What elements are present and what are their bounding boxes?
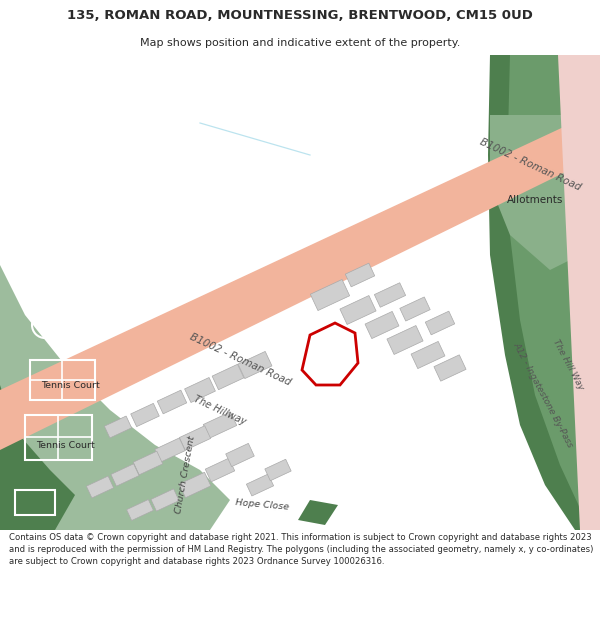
Text: Contains OS data © Crown copyright and database right 2021. This information is : Contains OS data © Crown copyright and d… [9, 533, 593, 566]
Polygon shape [155, 438, 185, 462]
Polygon shape [425, 311, 455, 335]
Text: B1002 - Roman Road: B1002 - Roman Road [188, 332, 292, 388]
Polygon shape [179, 472, 211, 498]
Polygon shape [0, 110, 600, 450]
Polygon shape [558, 55, 600, 530]
Text: The Hillway: The Hillway [192, 394, 248, 426]
Polygon shape [0, 355, 75, 530]
Polygon shape [508, 55, 600, 530]
Polygon shape [411, 341, 445, 369]
Polygon shape [238, 351, 272, 379]
Polygon shape [226, 443, 254, 467]
Text: B1002 - Roman Road: B1002 - Roman Road [478, 137, 582, 193]
Polygon shape [133, 451, 163, 475]
Text: Tennis Court: Tennis Court [41, 381, 100, 389]
Polygon shape [104, 416, 131, 438]
Polygon shape [179, 426, 211, 450]
Text: Hope Close: Hope Close [235, 498, 289, 512]
Polygon shape [157, 390, 187, 414]
Text: Map shows position and indicative extent of the property.: Map shows position and indicative extent… [140, 38, 460, 48]
Polygon shape [212, 364, 244, 390]
Polygon shape [298, 500, 338, 525]
Polygon shape [345, 263, 375, 287]
Polygon shape [340, 296, 376, 324]
Polygon shape [490, 115, 580, 270]
Polygon shape [203, 412, 237, 438]
Polygon shape [205, 458, 235, 482]
Text: Church Crescent: Church Crescent [174, 436, 196, 514]
Polygon shape [310, 279, 350, 311]
Text: Tennis Court: Tennis Court [35, 441, 94, 449]
Polygon shape [247, 474, 274, 496]
Text: 135, ROMAN ROAD, MOUNTNESSING, BRENTWOOD, CM15 0UD: 135, ROMAN ROAD, MOUNTNESSING, BRENTWOOD… [67, 9, 533, 22]
Polygon shape [127, 499, 154, 521]
Text: The Hill Way: The Hill Way [551, 338, 585, 392]
Polygon shape [131, 403, 159, 427]
Polygon shape [0, 265, 230, 530]
Polygon shape [374, 282, 406, 308]
Polygon shape [265, 459, 291, 481]
Text: Allotments: Allotments [507, 195, 563, 205]
Polygon shape [111, 464, 139, 486]
Polygon shape [387, 326, 423, 354]
Text: A12 - Ingatestone By-Pass: A12 - Ingatestone By-Pass [511, 341, 575, 449]
Polygon shape [185, 378, 215, 402]
Polygon shape [86, 476, 113, 498]
Polygon shape [434, 355, 466, 381]
Polygon shape [365, 311, 399, 339]
Polygon shape [400, 297, 430, 321]
Polygon shape [151, 489, 179, 511]
Polygon shape [488, 55, 600, 530]
